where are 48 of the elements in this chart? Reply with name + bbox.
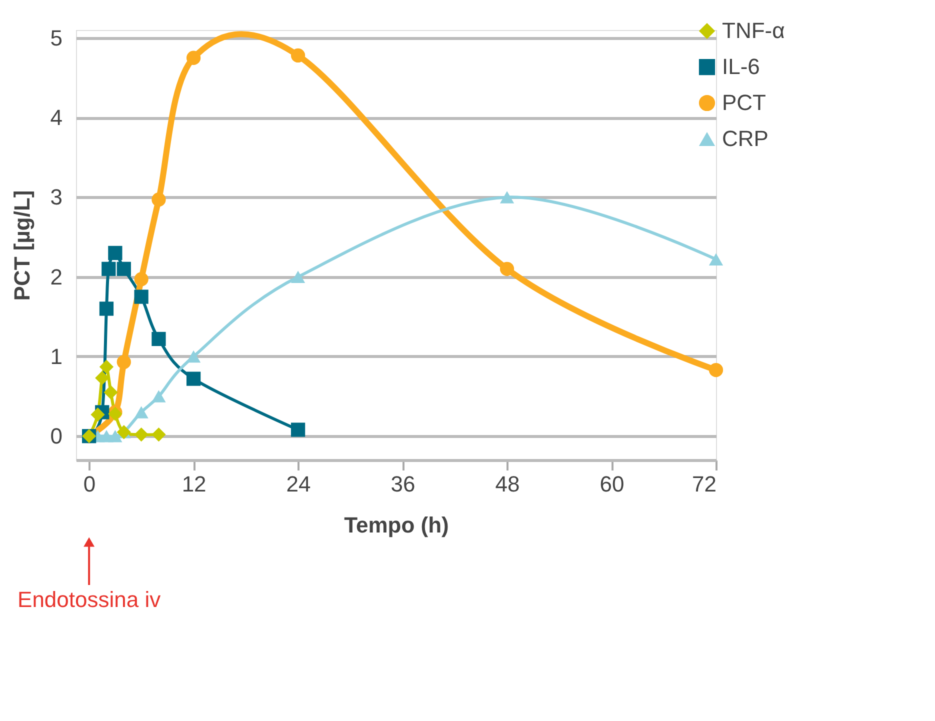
point <box>116 355 131 370</box>
point <box>152 332 166 346</box>
x-tick-label: 24 <box>286 472 311 496</box>
legend-label: PCT <box>722 90 766 115</box>
point <box>134 427 148 442</box>
point <box>134 406 148 418</box>
y-tick-label: 3 <box>50 184 62 210</box>
y-tick-label: 1 <box>50 344 62 369</box>
point <box>500 191 514 204</box>
point <box>152 192 166 207</box>
point <box>108 430 122 442</box>
y-tick-label: 0 <box>50 424 62 449</box>
y-tick-label: 5 <box>50 25 62 50</box>
point <box>708 253 724 266</box>
x-axis-title: Tempo (h) <box>344 512 449 538</box>
point <box>708 362 724 378</box>
point <box>186 372 201 386</box>
text: Endotossina iv <box>18 587 161 612</box>
x-tick-label: 60 <box>600 472 624 496</box>
legend-label: IL-6 <box>722 54 760 79</box>
point <box>90 408 105 422</box>
point <box>152 427 166 442</box>
x-tick-label: 36 <box>390 472 416 496</box>
point <box>99 360 114 374</box>
point <box>290 422 306 437</box>
point <box>99 302 114 316</box>
point <box>104 385 118 400</box>
point <box>102 262 116 276</box>
point <box>116 262 131 276</box>
point <box>95 370 110 386</box>
point <box>186 350 201 363</box>
point <box>134 290 148 304</box>
x-tick-label: 48 <box>495 472 520 496</box>
x-tick-label: 0 <box>83 472 96 496</box>
legend-label: CRP <box>722 126 768 151</box>
point <box>290 270 306 283</box>
point <box>500 262 514 276</box>
x-tick-label: 12 <box>182 472 206 496</box>
y-axis-title: PCT [µg/L] <box>9 190 34 301</box>
point <box>290 48 306 63</box>
point <box>108 246 122 260</box>
point <box>134 272 148 286</box>
legend-label: TNF-α <box>722 18 786 43</box>
point <box>152 390 166 402</box>
x-tick-label: 72 <box>692 472 716 496</box>
y-tick-label: 4 <box>50 105 62 130</box>
point <box>186 50 201 65</box>
y-tick-label: 2 <box>50 264 62 290</box>
